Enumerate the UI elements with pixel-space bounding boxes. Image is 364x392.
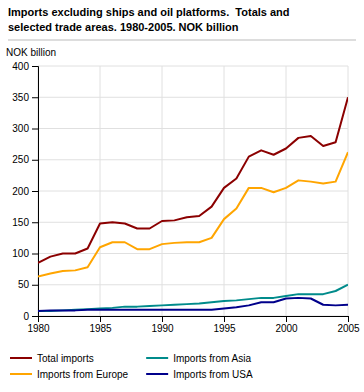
tick-label: 1980 — [27, 323, 50, 334]
tick-mark — [286, 316, 287, 322]
tick-mark — [32, 254, 38, 255]
legend: Total imports Imports from Europe Imports … — [10, 353, 253, 380]
tick-label: 350 — [12, 92, 29, 103]
tick-mark — [162, 316, 163, 322]
y-axis: 0 50 100 150 200 250 300 350 400 — [12, 61, 38, 322]
tick-label: 1985 — [89, 323, 112, 334]
legend-label: Imports from Asia — [173, 353, 251, 364]
tick: 350 — [12, 92, 38, 103]
tick-label: 0 — [23, 311, 29, 322]
tick-label: 250 — [12, 154, 29, 165]
legend-item: Total imports — [10, 353, 94, 364]
x-axis: 1980 1985 1990 1995 2000 2005 — [27, 316, 360, 334]
grid-line-y — [38, 284, 348, 285]
tick-mark — [32, 316, 38, 317]
legend-label: Total imports — [37, 353, 94, 364]
grid-line-y — [38, 253, 348, 254]
series-line — [38, 152, 348, 276]
title-rule — [8, 40, 356, 41]
legend-swatch — [10, 373, 32, 375]
legend-item: Imports from Europe — [10, 369, 129, 380]
tick-mark — [32, 222, 38, 223]
tick: 1995 — [213, 316, 236, 334]
plot: 1980 1985 1990 1995 2000 2005 0 50 100 150 200 250 3… — [12, 61, 360, 334]
tick-mark — [224, 316, 225, 322]
lines — [38, 97, 348, 311]
tick-label: 100 — [12, 248, 29, 259]
axis-line — [39, 317, 349, 323]
tick-label: 50 — [18, 279, 30, 290]
tick-mark — [348, 316, 349, 322]
tick: 1990 — [151, 316, 174, 334]
tick-label: 1990 — [151, 323, 174, 334]
tick: 150 — [12, 217, 38, 228]
tick: 2000 — [275, 316, 298, 334]
grid-line-y — [38, 159, 348, 160]
legend-label: Imports from USA — [173, 369, 253, 380]
series-line — [38, 285, 348, 311]
tick-mark — [32, 285, 38, 286]
title: Imports excluding ships and oil platform… — [8, 6, 290, 18]
tick-label: 150 — [12, 217, 29, 228]
tick: 300 — [12, 123, 38, 134]
legend-item: Imports from Asia — [146, 353, 251, 364]
grid — [38, 66, 348, 316]
tick-mark — [32, 66, 38, 67]
tick-label: 400 — [12, 61, 29, 72]
tick-label: 1995 — [213, 323, 236, 334]
tick-label: 300 — [12, 123, 29, 134]
series-line — [38, 298, 348, 311]
tick-label: 200 — [12, 186, 29, 197]
axis-line — [32, 67, 39, 317]
grid-line-x — [224, 66, 225, 316]
tick: 2005 — [337, 316, 360, 334]
tick-label: 2005 — [337, 323, 360, 334]
tick-label: 2000 — [275, 323, 298, 334]
grid-line-x — [100, 66, 101, 316]
y-axis-title: NOK billion — [6, 47, 56, 58]
grid-line-x — [286, 66, 287, 316]
tick: 1985 — [89, 316, 112, 334]
tick-mark — [32, 160, 38, 161]
legend-swatch — [146, 373, 168, 375]
tick: 0 — [23, 311, 38, 322]
grid-line-y — [38, 128, 348, 129]
tick: 200 — [12, 186, 38, 197]
legend-swatch — [10, 357, 32, 359]
tick: 250 — [12, 154, 38, 165]
title-block: Imports excluding ships and oil platform… — [8, 6, 356, 40]
chart: Imports excluding ships and oil platform… — [0, 0, 364, 392]
tick: 1980 — [27, 316, 50, 334]
tick: 50 — [18, 279, 38, 290]
tick-mark — [100, 316, 101, 322]
grid-line-x — [348, 66, 349, 316]
grid-line-y — [38, 66, 348, 67]
legend-item: Imports from USA — [146, 369, 253, 380]
grid-line-x — [162, 66, 163, 316]
tick-mark — [32, 129, 38, 130]
legend-swatch — [146, 357, 168, 359]
tick: 400 — [12, 61, 38, 72]
tick: 100 — [12, 248, 38, 259]
legend-label: Imports from Europe — [37, 369, 129, 380]
grid-line-y — [38, 191, 348, 192]
grid-line-y — [38, 97, 348, 98]
subtitle: selected trade areas. 1980-2005. NOK bil… — [8, 21, 239, 33]
tick-mark — [32, 97, 38, 98]
tick-mark — [32, 191, 38, 192]
grid-line-y — [38, 222, 348, 223]
